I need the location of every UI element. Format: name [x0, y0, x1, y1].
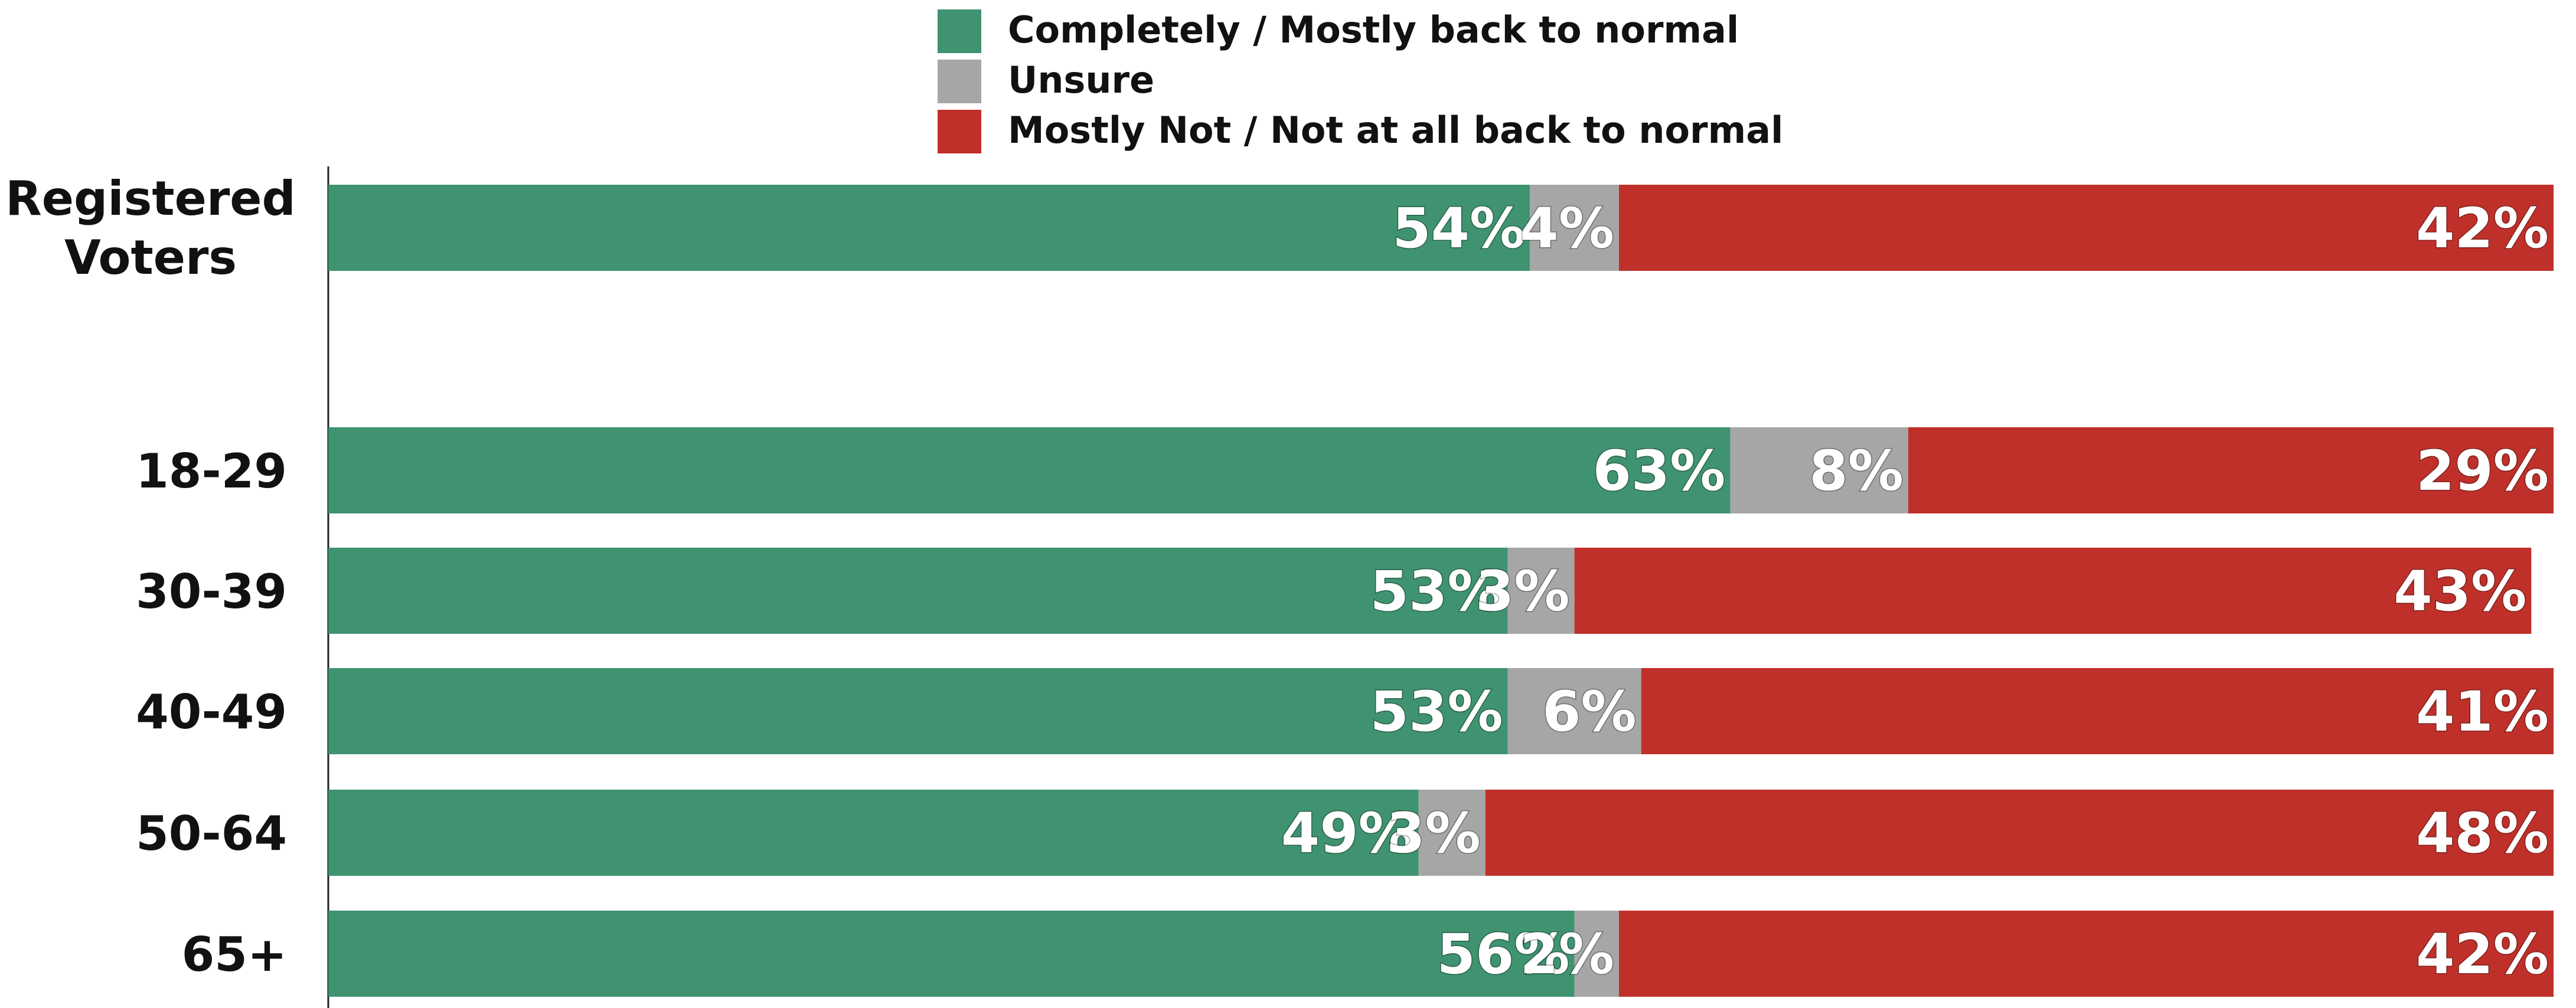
- legend-label-unsure: Unsure: [1008, 58, 1154, 102]
- data-label-18-29-unsure: 8%: [1809, 439, 1904, 503]
- data-label-65-completely-mostly-back-to-normal: 56%: [1437, 922, 1570, 987]
- data-label-30-39-mostly-not-not-at-all-back-to-normal: 43%: [2394, 559, 2526, 624]
- legend-label-mostly-not-not-at-all-back-to-normal: Mostly Not / Not at all back to normal: [1008, 109, 1783, 152]
- category-label-registered-voters: Registered Voters: [5, 171, 296, 285]
- bar-40-49-mostly-not-not-at-all-back-to-normal: [1641, 668, 2554, 754]
- legend-swatch-completely-mostly-back-to-normal: [938, 9, 981, 53]
- bar-30-39-unsure: [1507, 548, 1575, 634]
- data-label-50-64-mostly-not-not-at-all-back-to-normal: 48%: [2416, 801, 2549, 866]
- bar-30-39-completely-mostly-back-to-normal: [328, 548, 1508, 634]
- bars-group: 54%4% 42%63% 8% 29%53%3% 43%53% 6% 41%49%3% 48%…: [328, 185, 2554, 997]
- data-label-50-64-unsure: 3%: [1386, 801, 1481, 866]
- legend: Completely / Mostly back to normal Unsure…: [938, 8, 1783, 153]
- bar-registered-voters-mostly-not-not-at-all-back-to-normal: [1619, 185, 2554, 271]
- data-label-30-39-unsure: 3%: [1475, 559, 1570, 624]
- bar-18-29-completely-mostly-back-to-normal: [328, 427, 1731, 513]
- bar-registered-voters-completely-mostly-back-to-normal: [328, 185, 1530, 271]
- bar-30-39-mostly-not-not-at-all-back-to-normal: [1574, 548, 2532, 634]
- category-labels: Registered Voters 18-29 30-39 40-49 50-64 65+: [5, 171, 296, 982]
- bar-50-64-completely-mostly-back-to-normal: [328, 790, 1419, 876]
- data-label-18-29-mostly-not-not-at-all-back-to-normal: 29%: [2416, 439, 2549, 503]
- bar-18-29-unsure: [1730, 427, 1908, 513]
- category-label-40-49: 40-49: [136, 685, 287, 739]
- legend-label-completely-mostly-back-to-normal: Completely / Mostly back to normal: [1008, 8, 1739, 51]
- bar-50-64-mostly-not-not-at-all-back-to-normal: [1485, 790, 2554, 876]
- bar-65-completely-mostly-back-to-normal: [328, 911, 1575, 997]
- data-label-registered-voters-completely-mostly-back-to-normal: 54%: [1392, 197, 1525, 261]
- bar-40-49-completely-mostly-back-to-normal: [328, 668, 1508, 754]
- data-label-30-39-completely-mostly-back-to-normal: 53%: [1370, 559, 1503, 624]
- bar-50-64-unsure: [1418, 790, 1485, 876]
- category-label-50-64: 50-64: [136, 806, 287, 861]
- data-label-registered-voters-unsure: 4%: [1520, 197, 1614, 261]
- bar-65-mostly-not-not-at-all-back-to-normal: [1619, 911, 2554, 997]
- bar-18-29-mostly-not-not-at-all-back-to-normal: [1908, 427, 2554, 513]
- category-label-30-39: 30-39: [136, 564, 287, 619]
- category-label-18-29: 18-29: [136, 444, 287, 499]
- data-label-65-mostly-not-not-at-all-back-to-normal: 42%: [2416, 922, 2549, 987]
- data-label-registered-voters-mostly-not-not-at-all-back-to-normal: 42%: [2416, 197, 2549, 261]
- data-label-65-unsure: 2%: [1520, 922, 1614, 987]
- data-label-40-49-completely-mostly-back-to-normal: 53%: [1370, 680, 1503, 744]
- legend-swatch-mostly-not-not-at-all-back-to-normal: [938, 110, 981, 153]
- data-label-18-29-completely-mostly-back-to-normal: 63%: [1592, 439, 1725, 503]
- bar-40-49-unsure: [1507, 668, 1641, 754]
- legend-swatch-unsure: [938, 60, 981, 103]
- bar-65-unsure: [1574, 911, 1620, 997]
- data-label-40-49-mostly-not-not-at-all-back-to-normal: 41%: [2416, 680, 2549, 744]
- data-label-40-49-unsure: 6%: [1542, 680, 1637, 744]
- data-label-50-64-completely-mostly-back-to-normal: 49%: [1281, 801, 1414, 866]
- category-label-65: 65+: [182, 927, 287, 982]
- bar-registered-voters-unsure: [1530, 185, 1620, 271]
